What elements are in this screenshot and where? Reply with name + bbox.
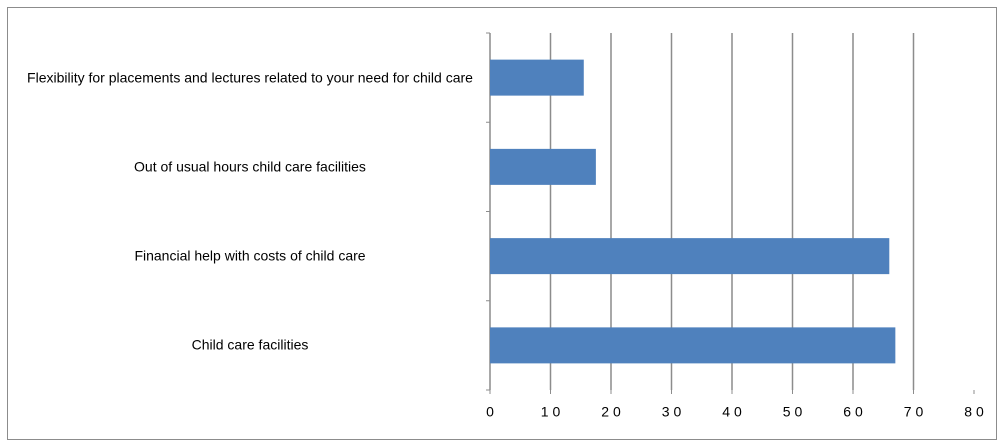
x-tick-label: 10 — [541, 404, 565, 420]
y-tick-label: Child care facilities — [191, 336, 309, 353]
y-tick-label: Out of usual hours child care facilities — [134, 158, 366, 175]
y-tick-label: Financial help with costs of child care — [134, 247, 366, 264]
x-tick-label: 70 — [904, 404, 928, 420]
x-tick-label: 50 — [783, 404, 807, 420]
x-tick-label: 0 — [486, 404, 498, 420]
x-tick-label: 20 — [601, 404, 625, 420]
x-tick-label: 60 — [843, 404, 867, 420]
x-tick-label: 40 — [722, 404, 746, 420]
x-tick-label: 30 — [662, 404, 686, 420]
x-tick-label: 80 — [964, 404, 988, 420]
bar — [490, 148, 596, 185]
bar — [490, 327, 896, 364]
bar — [490, 238, 890, 275]
bar — [490, 59, 584, 96]
y-tick-label: Flexibility for placements and lectures … — [27, 69, 473, 86]
